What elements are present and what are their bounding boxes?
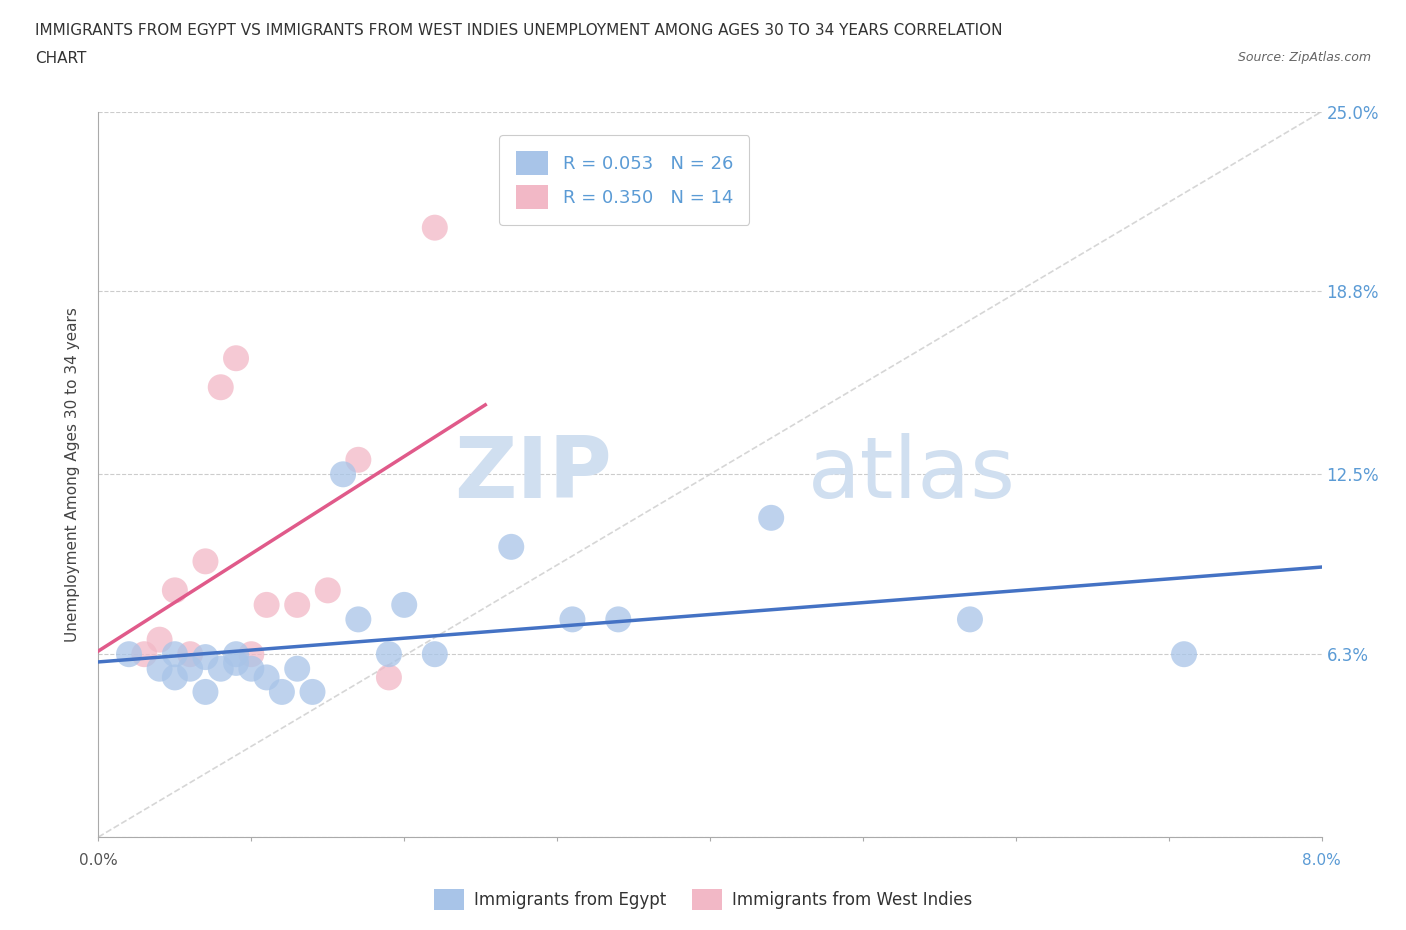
Point [607, 612, 630, 627]
Text: 8.0%: 8.0% [1302, 853, 1341, 868]
Point [316, 583, 339, 598]
Point [163, 583, 186, 598]
Point [347, 612, 370, 627]
Point [301, 684, 323, 699]
Legend: Immigrants from Egypt, Immigrants from West Indies: Immigrants from Egypt, Immigrants from W… [427, 883, 979, 917]
Point [256, 670, 278, 684]
Point [179, 646, 201, 661]
Point [501, 539, 523, 554]
Point [118, 646, 141, 661]
Point [392, 597, 416, 612]
Y-axis label: Unemployment Among Ages 30 to 34 years: Unemployment Among Ages 30 to 34 years [65, 307, 80, 642]
Point [285, 661, 308, 676]
Point [1173, 646, 1195, 661]
Point [179, 661, 201, 676]
Point [347, 452, 370, 467]
Point [759, 511, 782, 525]
Point [378, 646, 401, 661]
Point [134, 646, 156, 661]
Point [225, 351, 247, 365]
Point [163, 670, 186, 684]
Point [225, 646, 247, 661]
Point [270, 684, 294, 699]
Point [423, 220, 446, 235]
Point [240, 646, 263, 661]
Point [332, 467, 354, 482]
Point [561, 612, 583, 627]
Point [194, 554, 217, 569]
Point [423, 646, 446, 661]
Text: 0.0%: 0.0% [79, 853, 118, 868]
Point [240, 661, 263, 676]
Point [194, 650, 217, 665]
Point [225, 656, 247, 671]
Text: CHART: CHART [35, 51, 87, 66]
Point [149, 661, 172, 676]
Point [256, 597, 278, 612]
Point [209, 379, 232, 394]
Point [209, 661, 232, 676]
Text: Source: ZipAtlas.com: Source: ZipAtlas.com [1237, 51, 1371, 64]
Point [285, 597, 308, 612]
Point [163, 646, 186, 661]
Text: IMMIGRANTS FROM EGYPT VS IMMIGRANTS FROM WEST INDIES UNEMPLOYMENT AMONG AGES 30 : IMMIGRANTS FROM EGYPT VS IMMIGRANTS FROM… [35, 23, 1002, 38]
Point [378, 670, 401, 684]
Point [959, 612, 981, 627]
Point [194, 684, 217, 699]
Legend: R = 0.053   N = 26, R = 0.350   N = 14: R = 0.053 N = 26, R = 0.350 N = 14 [499, 135, 749, 225]
Text: ZIP: ZIP [454, 432, 612, 516]
Point [149, 632, 172, 647]
Text: atlas: atlas [808, 432, 1017, 516]
